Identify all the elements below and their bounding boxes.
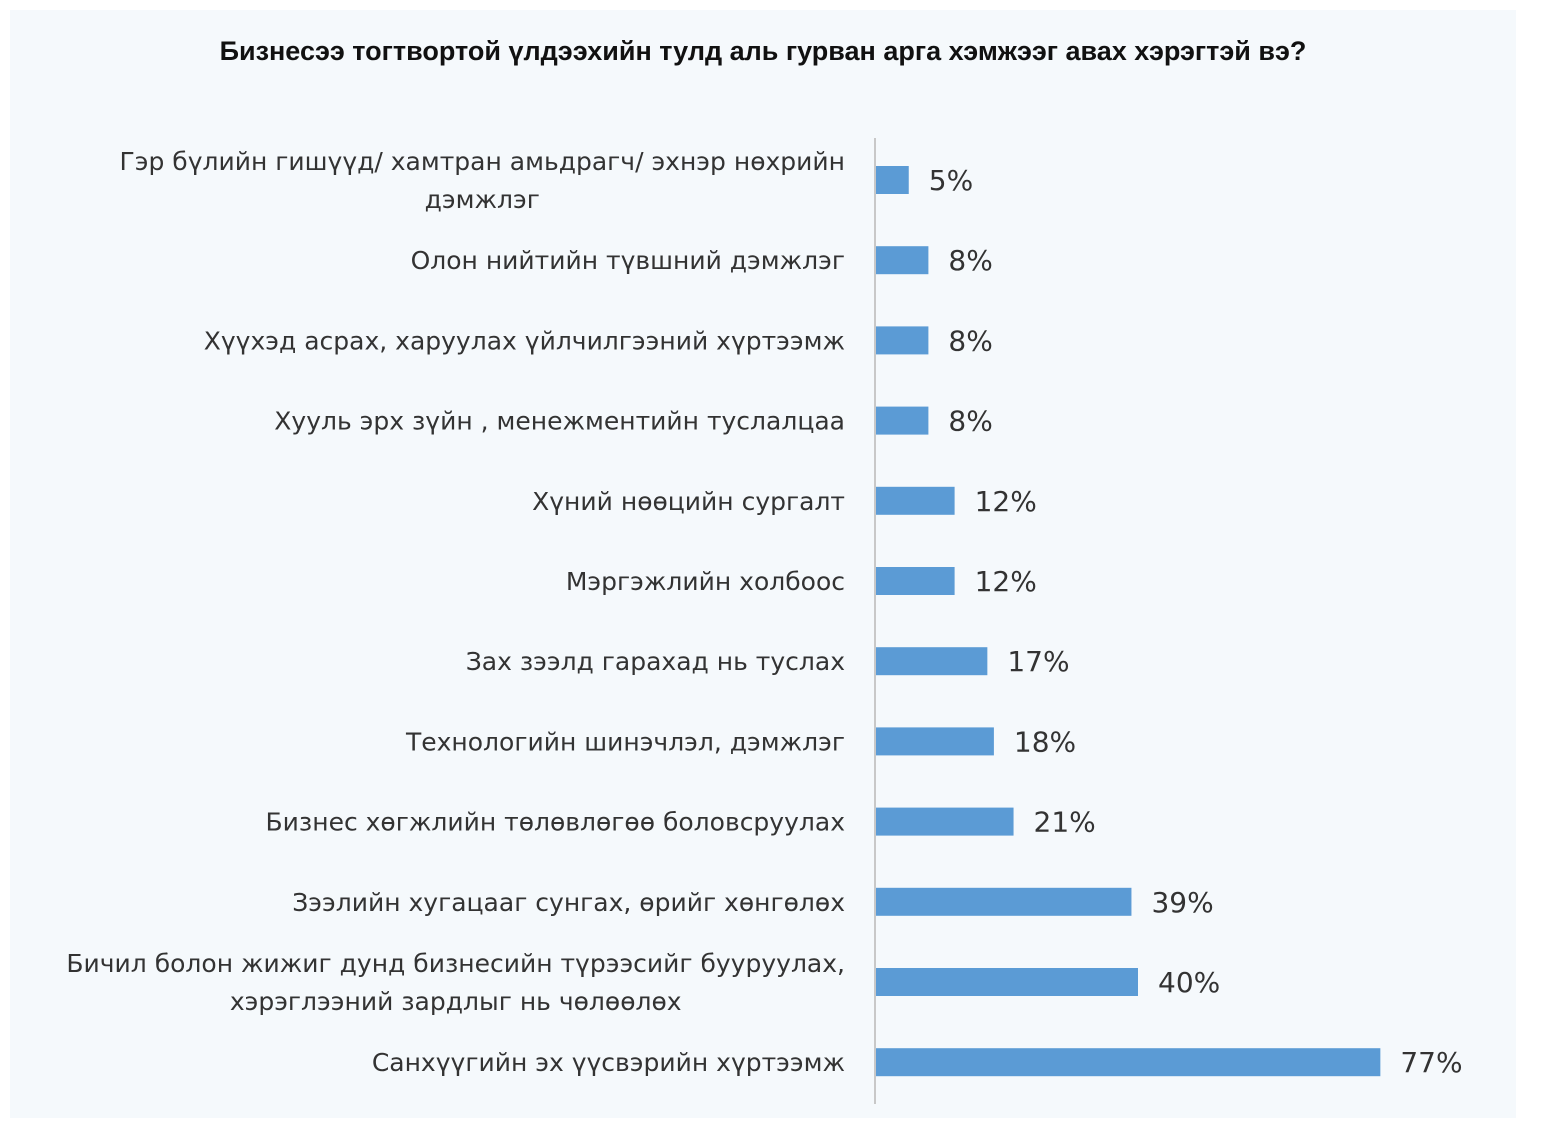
bars-layer (876, 166, 1381, 1077)
category-label-line: Гэр бүлийн гишүүд/ хамтран амьдрагч/ эхн… (120, 147, 846, 176)
category-label-11: Бичил болон жижиг дунд бизнесийн түрээси… (66, 949, 845, 1016)
bar-3 (876, 326, 929, 355)
value-label-5: 12% (975, 485, 1037, 518)
bar-1 (876, 166, 909, 194)
category-label-line: Бичил болон жижиг дунд бизнесийн түрээси… (66, 949, 845, 978)
category-label-1: Гэр бүлийн гишүүд/ хамтран амьдрагч/ эхн… (120, 147, 846, 214)
value-label-6: 12% (975, 565, 1037, 598)
category-label-line: хэрэглээний зардлыг нь чөлөөлөх (230, 987, 682, 1016)
category-label-2: Олон нийтийн түвшний дэмжлэг (411, 246, 845, 275)
category-label-6: Мэргэжлийн холбоос (566, 567, 845, 596)
category-label-7: Зах зээлд гарахад нь туслах (466, 647, 845, 676)
category-label-line: Мэргэжлийн холбоос (566, 567, 845, 596)
category-label-line: Зах зээлд гарахад нь туслах (466, 647, 845, 676)
value-label-3: 8% (948, 324, 992, 357)
category-label-3: Хүүхэд асрах, харуулах үйлчилгээний хүрт… (204, 326, 845, 355)
value-label-7: 17% (1007, 645, 1069, 678)
category-label-12: Санхүүгийн эх үүсвэрийн хүртээмж (372, 1048, 845, 1077)
value-label-8: 18% (1014, 725, 1076, 758)
bar-12 (876, 1048, 1381, 1077)
bar-9 (876, 807, 1014, 836)
category-label-line: Бизнес хөгжлийн төлөвлөгөө боловсруулах (266, 808, 845, 837)
bar-5 (876, 486, 955, 515)
category-label-line: Технологийн шинэчлэл, дэмжлэг (405, 727, 845, 756)
category-label-8: Технологийн шинэчлэл, дэмжлэг (405, 727, 845, 756)
category-label-9: Бизнес хөгжлийн төлөвлөгөө боловсруулах (266, 808, 845, 837)
category-label-line: Зээлийн хугацааг сунгах, өрийг хөнгөлөх (292, 888, 845, 917)
bar-4 (876, 406, 929, 435)
bar-6 (876, 567, 955, 595)
category-label-4: Хууль эрх зүйн , менежментийн туслалцаа (274, 407, 845, 436)
value-label-12: 77% (1400, 1046, 1462, 1079)
value-label-4: 8% (948, 405, 992, 438)
value-label-11: 40% (1158, 966, 1220, 999)
value-label-9: 21% (1034, 806, 1096, 839)
value-label-10: 39% (1151, 886, 1213, 919)
value-label-1: 5% (929, 164, 973, 197)
bar-8 (876, 727, 994, 756)
category-label-line: Хүүхэд асрах, харуулах үйлчилгээний хүрт… (204, 326, 845, 355)
value-labels-layer: 5% 8% 8% 8% 12% 12% 17% 18% 21% 39% 40% 77% (929, 164, 1463, 1079)
chart-title: Бизнесээ тогтвортой үлдээхийн тулд аль г… (219, 36, 1307, 66)
category-labels-layer: Гэр бүлийн гишүүд/ хамтран амьдрагч/ эхн… (66, 147, 845, 1077)
category-label-line: Хүний нөөцийн сургалт (532, 487, 845, 516)
value-label-2: 8% (948, 244, 992, 277)
category-label-line: Олон нийтийн түвшний дэмжлэг (411, 246, 845, 275)
bar-7 (876, 647, 988, 676)
category-label-5: Хүний нөөцийн сургалт (532, 487, 845, 516)
bar-10 (876, 887, 1132, 916)
chart-panel (10, 10, 1516, 1118)
category-label-line: дэмжлэг (425, 185, 540, 214)
category-label-line: Санхүүгийн эх үүсвэрийн хүртээмж (372, 1048, 845, 1077)
category-label-10: Зээлийн хугацааг сунгах, өрийг хөнгөлөх (292, 888, 845, 917)
category-label-line: Хууль эрх зүйн , менежментийн туслалцаа (274, 407, 845, 436)
bar-11 (876, 968, 1138, 996)
bar-2 (876, 246, 929, 275)
